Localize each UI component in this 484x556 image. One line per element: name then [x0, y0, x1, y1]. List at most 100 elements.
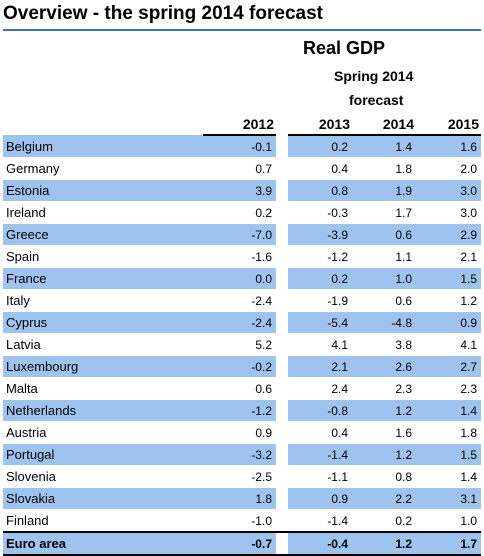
total-row: Euro area -0.7 -0.4 1.2 1.7 [3, 531, 481, 556]
column-gap [276, 223, 288, 246]
gdp-value-2014: 1.2 [352, 531, 416, 556]
country-name: Slovenia [3, 465, 203, 488]
column-gap [276, 355, 288, 378]
gdp-value-2015: 1.5 [416, 267, 481, 290]
country-name: Belgium [3, 135, 203, 158]
table-row: Ireland 0.2 -0.3 1.7 3.0 [3, 201, 481, 224]
gdp-value-2015: 1.0 [416, 509, 481, 533]
gdp-value-2012: -2.4 [203, 289, 276, 312]
gdp-value-2014: 0.6 [352, 289, 416, 312]
gdp-value-2013: -1.2 [288, 245, 352, 268]
country-name: France [3, 267, 203, 290]
country-name: Malta [3, 377, 203, 400]
gdp-value-2015: 2.9 [416, 223, 481, 246]
gdp-value-2015: 4.1 [416, 333, 481, 356]
gdp-value-2015: 1.8 [416, 421, 481, 444]
gdp-value-2012: -1.6 [203, 245, 276, 268]
gdp-value-2013: 0.2 [288, 267, 352, 290]
table-row: Slovenia -2.5 -1.1 0.8 1.4 [3, 465, 481, 488]
table-row: Austria 0.9 0.4 1.6 1.8 [3, 421, 481, 444]
gdp-value-2013: -0.4 [288, 531, 352, 556]
table-row: Netherlands -1.2 -0.8 1.2 1.4 [3, 399, 481, 422]
header-year-2014: 2014 [352, 113, 416, 136]
country-name: Portugal [3, 443, 203, 466]
column-gap [276, 179, 288, 202]
gdp-value-2013: -1.9 [288, 289, 352, 312]
column-gap [276, 201, 288, 224]
gdp-value-2015: 1.4 [416, 399, 481, 422]
gdp-value-2012: -1.2 [203, 399, 276, 422]
gdp-value-2015: 1.7 [416, 531, 481, 556]
gdp-value-2013: 2.1 [288, 355, 352, 378]
country-name: Finland [3, 509, 203, 533]
gdp-value-2015: 1.4 [416, 465, 481, 488]
header-year-2015: 2015 [416, 113, 481, 136]
gdp-value-2014: 2.2 [352, 487, 416, 510]
table-row: Slovakia 1.8 0.9 2.2 3.1 [3, 487, 481, 510]
table-row: Germany 0.7 0.4 1.8 2.0 [3, 157, 481, 180]
gdp-value-2012: -7.0 [203, 223, 276, 246]
header-row: 2012 2013 2014 2015 [3, 113, 481, 136]
gdp-value-2014: 1.9 [352, 179, 416, 202]
gdp-value-2012: 5.2 [203, 333, 276, 356]
column-gap [276, 421, 288, 444]
gdp-value-2012: 0.7 [203, 157, 276, 180]
column-gap [276, 311, 288, 334]
gdp-value-2015: 1.5 [416, 443, 481, 466]
column-gap [276, 135, 288, 158]
gdp-value-2013: -0.3 [288, 201, 352, 224]
gdp-value-2014: 1.6 [352, 421, 416, 444]
table-row: Italy -2.4 -1.9 0.6 1.2 [3, 289, 481, 312]
gdp-value-2012: 0.6 [203, 377, 276, 400]
gdp-value-2013: -1.4 [288, 443, 352, 466]
table-row: Greece -7.0 -3.9 0.6 2.9 [3, 223, 481, 246]
title-underline [3, 29, 481, 31]
gdp-value-2013: -5.4 [288, 311, 352, 334]
gdp-value-2014: 1.2 [352, 399, 416, 422]
gdp-value-2014: 2.3 [352, 377, 416, 400]
gdp-value-2014: 3.8 [352, 333, 416, 356]
gdp-value-2012: -2.5 [203, 465, 276, 488]
country-name: Euro area [3, 531, 203, 556]
table-row: Latvia 5.2 4.1 3.8 4.1 [3, 333, 481, 356]
section-title: Real GDP [303, 38, 386, 58]
country-name: Cyprus [3, 311, 203, 334]
column-gap [276, 399, 288, 422]
table-row: Estonia 3.9 0.8 1.9 3.0 [3, 179, 481, 202]
header-empty [3, 113, 203, 135]
gdp-value-2013: -0.8 [288, 399, 352, 422]
country-name: Latvia [3, 333, 203, 356]
gdp-value-2014: 1.2 [352, 443, 416, 466]
country-name: Estonia [3, 179, 203, 202]
table-row: Belgium -0.1 0.2 1.4 1.6 [3, 135, 481, 158]
country-name: Germany [3, 157, 203, 180]
table-row: Finland -1.0 -1.4 0.2 1.0 [3, 509, 481, 533]
country-name: Slovakia [3, 487, 203, 510]
forecast-label-line1: Spring 2014 [334, 68, 414, 84]
country-name: Austria [3, 421, 203, 444]
column-gap [276, 267, 288, 290]
gdp-value-2012: 3.9 [203, 179, 276, 202]
table-row: France 0.0 0.2 1.0 1.5 [3, 267, 481, 290]
gdp-value-2012: 0.0 [203, 267, 276, 290]
gdp-value-2012: -3.2 [203, 443, 276, 466]
gdp-value-2013: 0.4 [288, 157, 352, 180]
table-row: Spain -1.6 -1.2 1.1 2.1 [3, 245, 481, 268]
gdp-value-2014: -4.8 [352, 311, 416, 334]
gdp-value-2013: -1.1 [288, 465, 352, 488]
gdp-table: 2012 2013 2014 2015 Belgium -0.1 0.2 1.4 1.6… [3, 113, 481, 556]
gdp-value-2015: 3.0 [416, 201, 481, 224]
table-row: Malta 0.6 2.4 2.3 2.3 [3, 377, 481, 400]
gdp-value-2015: 2.3 [416, 377, 481, 400]
gdp-value-2013: 0.4 [288, 421, 352, 444]
page-title: Overview - the spring 2014 forecast [3, 3, 323, 24]
forecast-label-line2: forecast [349, 92, 404, 108]
gdp-value-2012: -0.7 [203, 531, 276, 556]
gdp-value-2015: 1.6 [416, 135, 481, 158]
gdp-value-2012: -1.0 [203, 509, 276, 533]
column-gap [276, 509, 288, 533]
gdp-value-2015: 2.7 [416, 355, 481, 378]
gdp-value-2015: 1.2 [416, 289, 481, 312]
gdp-value-2012: -0.2 [203, 355, 276, 378]
header-year-2012: 2012 [203, 113, 276, 136]
